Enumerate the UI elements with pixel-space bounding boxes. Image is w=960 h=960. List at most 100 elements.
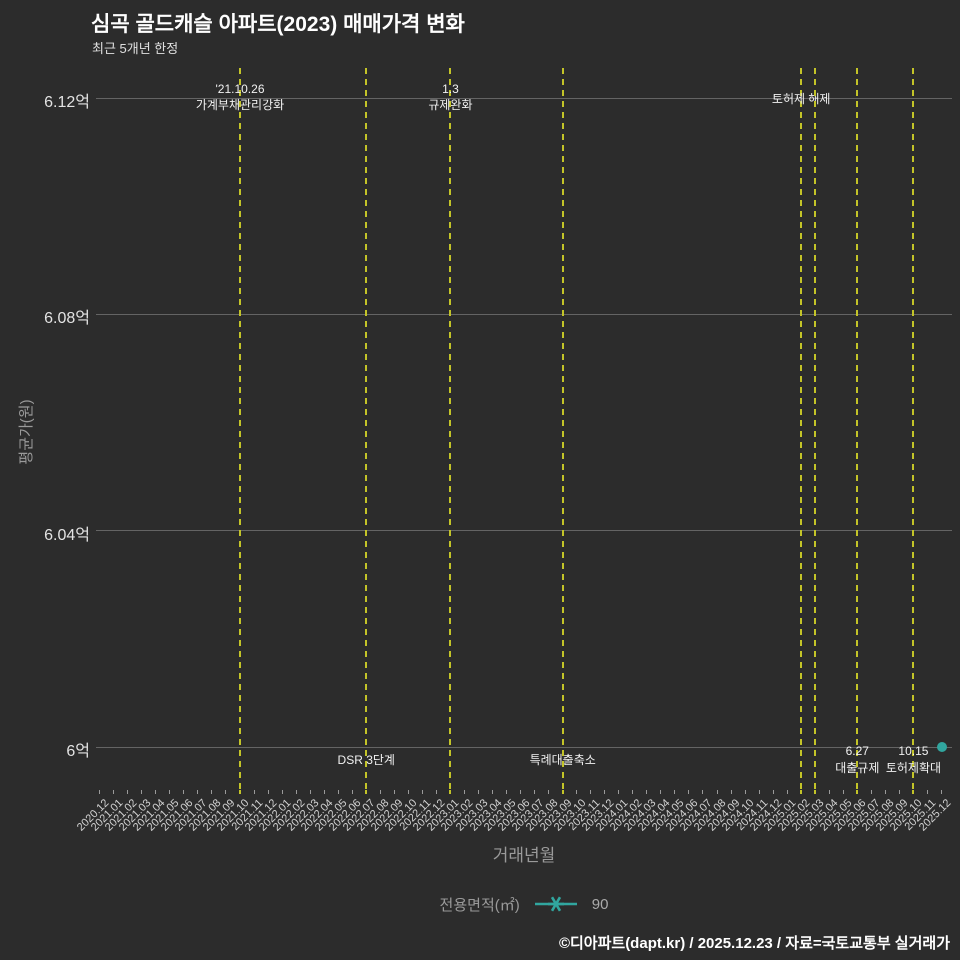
x-tick-mark — [323, 790, 325, 794]
x-tick-mark — [463, 790, 465, 794]
event-annotation: '21.10.26 가계부채관리강화 — [140, 81, 340, 113]
y-gridline — [96, 746, 952, 748]
event-annotation-line: 규제완화 — [428, 98, 473, 112]
x-tick-mark — [211, 790, 213, 794]
x-tick-mark — [618, 790, 620, 794]
x-tick-mark — [393, 790, 395, 794]
x-tick-mark — [253, 790, 255, 794]
x-tick-mark — [141, 790, 143, 794]
x-tick-mark — [197, 790, 199, 794]
chart-title: 심곡 골드캐슬 아파트(2023) 매매가격 변화 — [91, 13, 465, 36]
x-tick-mark — [225, 790, 227, 794]
x-tick-mark — [632, 790, 634, 794]
x-tick-mark — [926, 790, 928, 794]
x-tick-mark — [449, 790, 452, 794]
event-annotation-line: 토허제 해제 — [771, 92, 831, 106]
x-tick-mark — [421, 790, 423, 794]
x-tick-mark — [309, 790, 311, 794]
x-tick-mark — [478, 790, 479, 794]
x-tick-mark — [800, 790, 803, 794]
event-annotation-line: 가계부채관리강화 — [195, 98, 285, 112]
event-annotation-line: 10.15 — [898, 744, 929, 758]
x-tick-mark — [169, 790, 171, 794]
x-tick-mark — [842, 790, 844, 794]
x-tick-mark — [828, 790, 830, 794]
event-annotation-line: 1.3 — [442, 82, 459, 96]
x-tick-mark — [407, 790, 409, 794]
x-tick-mark — [99, 790, 101, 794]
x-tick-mark — [912, 790, 915, 794]
x-tick-mark — [702, 790, 704, 794]
x-tick-mark — [127, 790, 129, 794]
x-tick-mark — [561, 790, 564, 794]
x-tick-mark — [884, 790, 886, 794]
event-annotation-line: '21.10.26 — [215, 82, 265, 96]
legend-title: 전용면적(㎡) — [439, 896, 520, 914]
x-tick-mark — [744, 790, 746, 794]
x-tick-mark — [660, 790, 662, 794]
y-gridline — [96, 97, 952, 99]
x-tick-mark — [590, 790, 592, 794]
data-point — [936, 742, 947, 752]
y-tick-label: 6.04억 — [44, 526, 90, 544]
y-tick-label: 6.08억 — [44, 310, 90, 328]
y-tick-label: 6억 — [66, 743, 90, 760]
x-tick-mark — [548, 790, 550, 794]
x-tick-mark — [898, 790, 900, 794]
event-annotation-line: 대출규제 — [835, 761, 880, 775]
x-tick-mark — [435, 790, 437, 794]
x-tick-mark — [604, 790, 606, 794]
x-tick-mark — [239, 790, 241, 794]
chart-subtitle: 최근 5개년 한정 — [92, 41, 179, 56]
event-line — [800, 68, 803, 790]
x-tick-mark — [730, 790, 732, 794]
event-line — [856, 68, 859, 790]
x-tick-mark — [534, 790, 536, 794]
event-annotation-line: 6.27 — [845, 744, 869, 758]
footer-credit: ©디아파트(dapt.kr) / 2025.12.23 / 자료=국토교통부 실… — [558, 935, 950, 952]
x-tick-mark — [674, 790, 676, 794]
event-line — [365, 68, 368, 790]
x-tick-mark — [758, 790, 760, 794]
event-line — [912, 68, 915, 790]
event-annotation: 6.27 대출규제 — [757, 743, 957, 777]
event-annotation-line: DSR 3단계 — [337, 753, 395, 767]
x-tick-mark — [520, 790, 522, 794]
x-tick-mark — [492, 790, 494, 794]
x-tick-mark — [646, 790, 648, 794]
x-tick-mark — [281, 790, 283, 794]
x-tick-mark — [856, 790, 859, 794]
event-annotation: 10.15 토허제확대 — [813, 743, 960, 777]
event-annotation: 토허제 해제 — [701, 91, 901, 107]
x-tick-mark — [576, 790, 578, 794]
x-tick-mark — [337, 790, 339, 794]
legend: 전용면적(㎡) 90 — [96, 892, 952, 916]
event-annotation: DSR 3단계 — [266, 752, 466, 768]
event-line — [814, 68, 817, 790]
x-tick-mark — [941, 790, 942, 794]
x-axis-title: 거래년월 — [492, 846, 556, 865]
event-line — [239, 68, 241, 790]
event-line — [561, 68, 564, 790]
event-annotation: 1.3 규제완화 — [350, 81, 550, 113]
event-annotation-line: 특례대출축소 — [529, 753, 596, 767]
event-annotation: 특례대출축소 — [463, 752, 663, 768]
x-tick-mark — [113, 790, 115, 794]
x-tick-mark — [688, 790, 690, 794]
x-tick-mark — [183, 790, 185, 794]
x-tick-mark — [870, 790, 872, 794]
x-tick-mark — [814, 790, 817, 794]
legend-entry-label: 90 — [591, 895, 609, 913]
x-tick-mark — [772, 790, 774, 794]
x-tick-mark — [351, 790, 353, 794]
x-tick-mark — [365, 790, 368, 794]
x-tick-mark — [155, 790, 157, 794]
x-tick-mark — [716, 790, 718, 794]
y-gridline — [96, 530, 952, 532]
x-tick-mark — [506, 790, 508, 794]
x-tick-mark — [786, 790, 788, 794]
x-tick-mark — [267, 790, 269, 794]
event-annotation-line: 토허제확대 — [885, 761, 942, 775]
event-line — [449, 68, 452, 790]
